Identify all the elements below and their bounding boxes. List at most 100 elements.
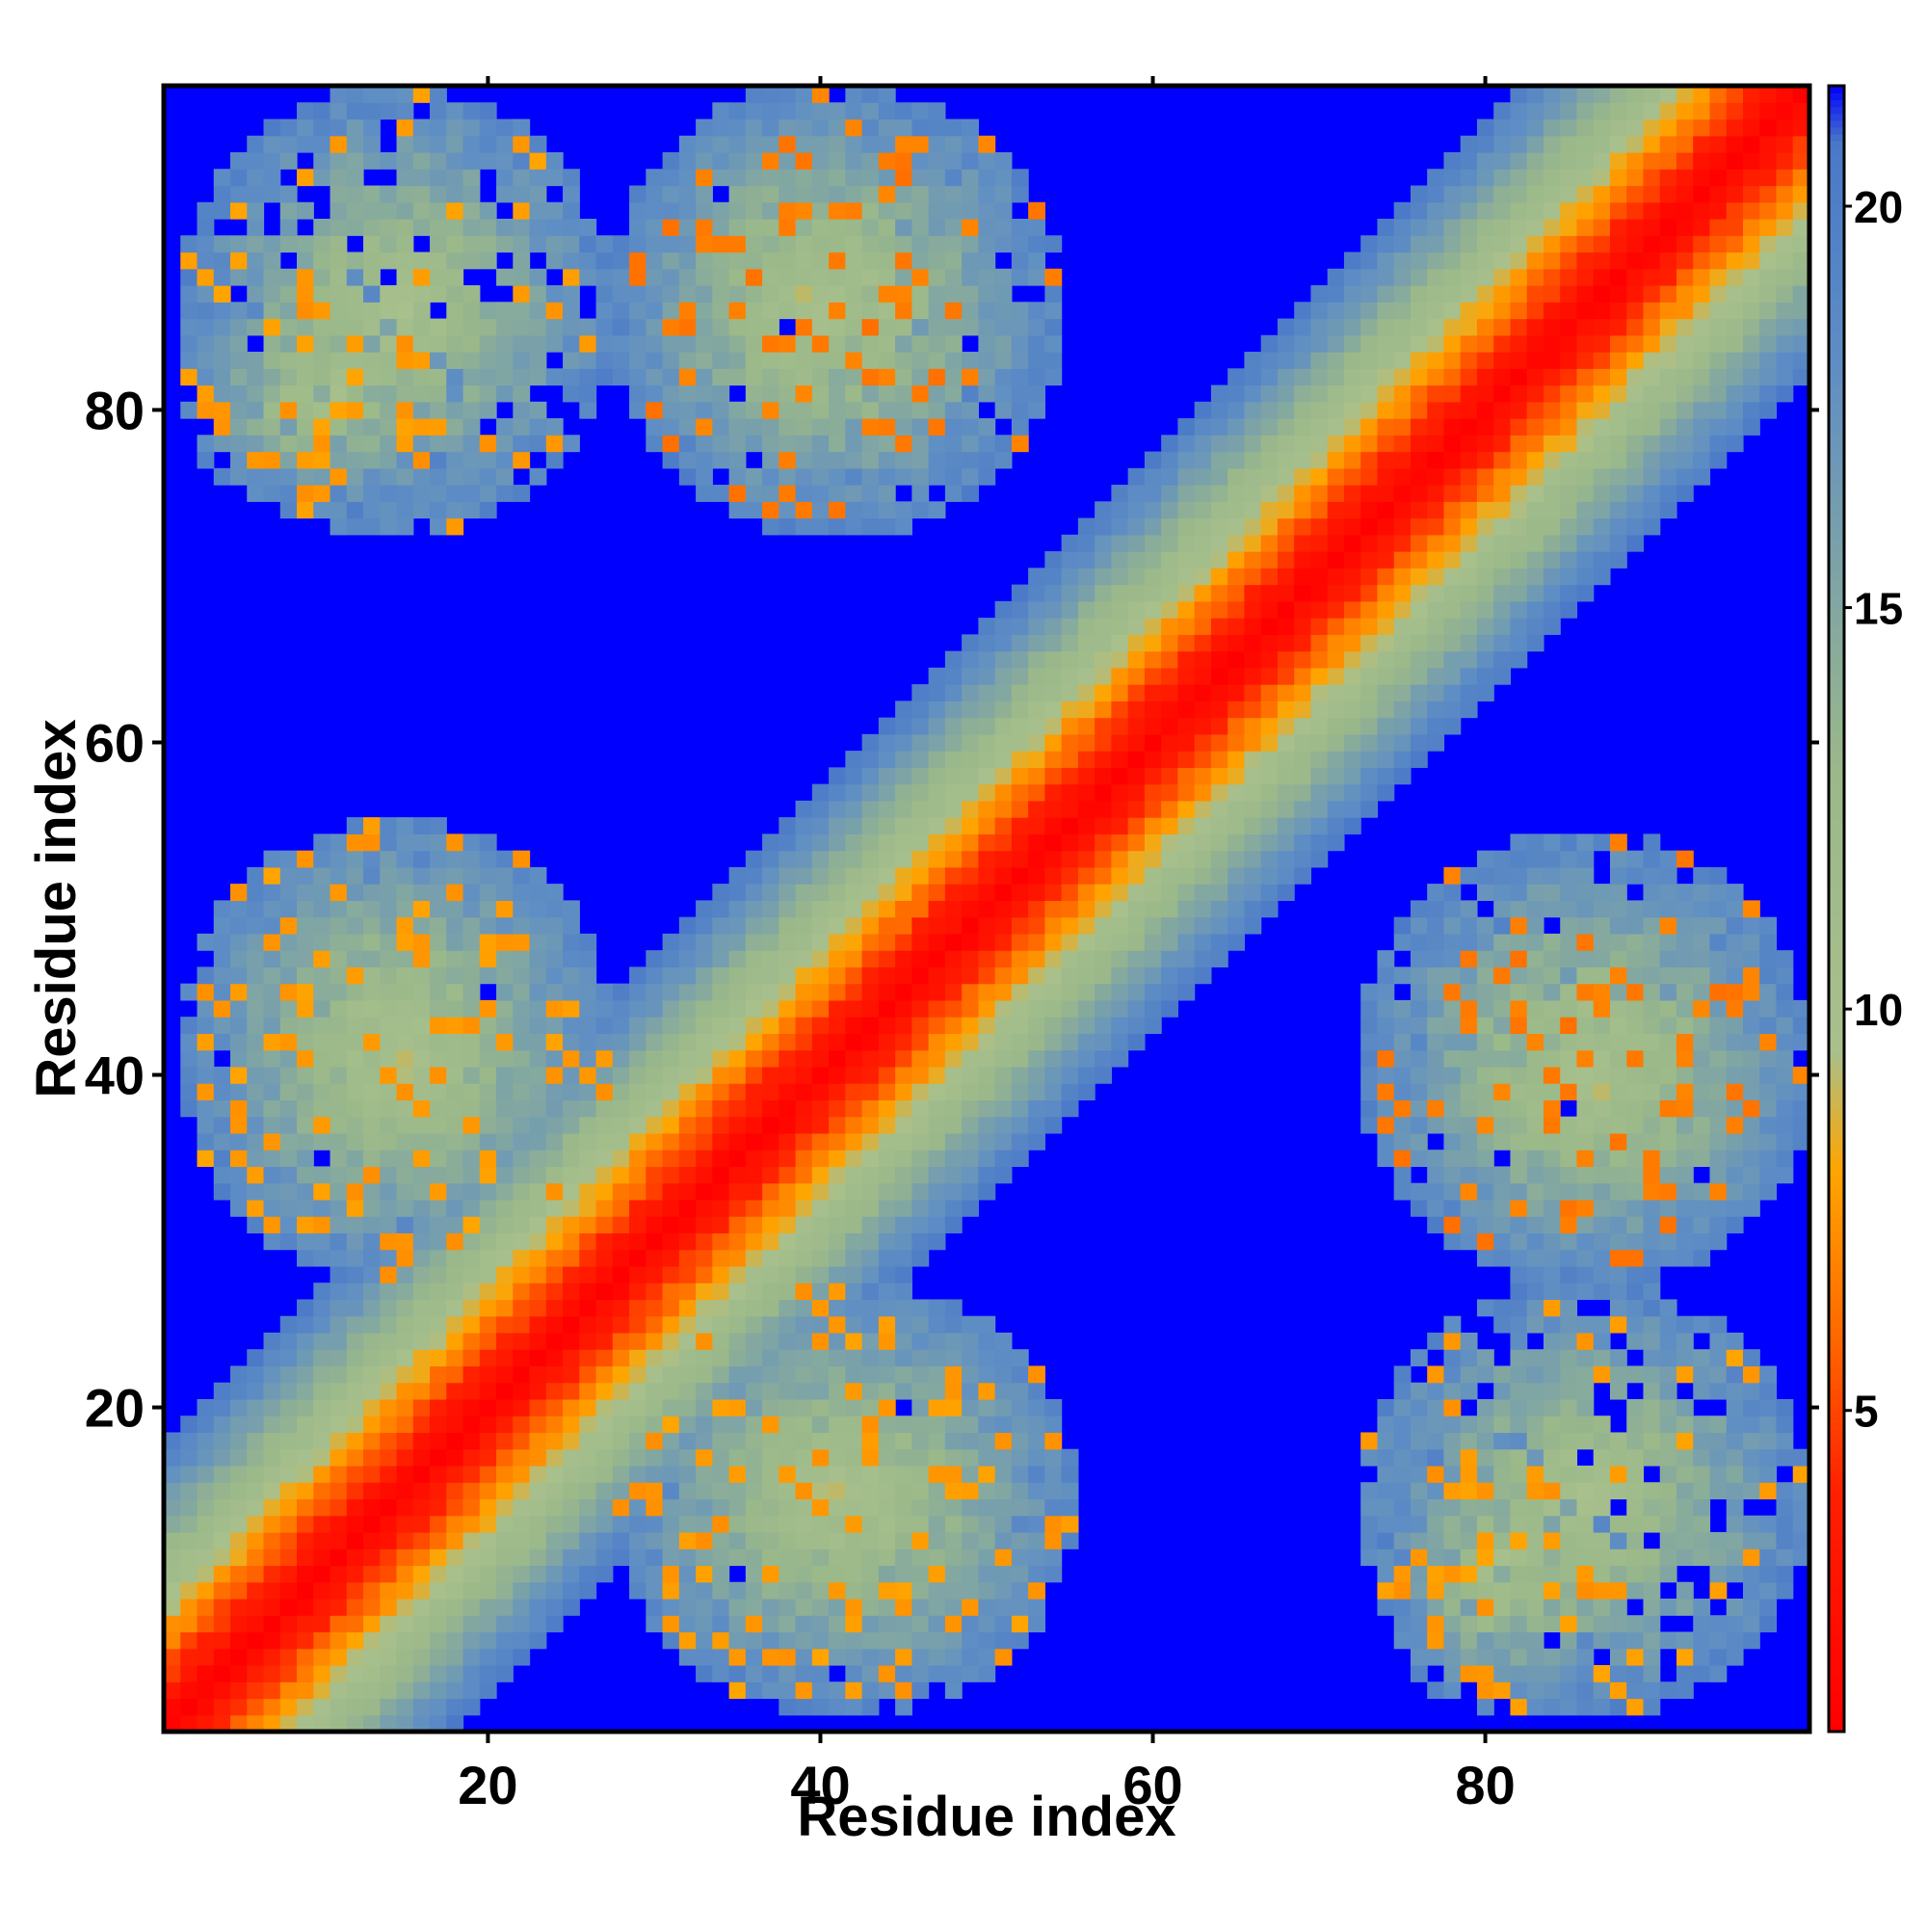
heatmap-cell (563, 933, 580, 951)
heatmap-cell (928, 467, 946, 486)
heatmap-cell (895, 933, 912, 951)
heatmap-cell (1460, 933, 1478, 951)
heatmap-cell (496, 900, 514, 918)
heatmap-cell (944, 1332, 963, 1350)
heatmap-cell (1443, 551, 1462, 569)
heatmap-cell (612, 1349, 630, 1367)
heatmap-cell (1194, 667, 1212, 685)
heatmap-cell (412, 1099, 431, 1118)
heatmap-cell (962, 733, 979, 752)
heatmap-cell (829, 950, 846, 967)
heatmap-cell (944, 717, 963, 735)
heatmap-cell (779, 1216, 797, 1234)
heatmap-cell (396, 1515, 414, 1533)
heatmap-cell (745, 1416, 763, 1434)
heatmap-cell (1493, 1432, 1512, 1450)
heatmap-cell (462, 1166, 481, 1184)
heatmap-cell (313, 1681, 331, 1700)
heatmap-cell (563, 219, 580, 236)
heatmap-cell (1260, 717, 1279, 735)
heatmap-cell (1095, 667, 1112, 685)
heatmap-cell (513, 1498, 531, 1517)
heatmap-cell (346, 900, 364, 918)
heatmap-cell (696, 1083, 713, 1100)
heatmap-cell (678, 1615, 697, 1633)
heatmap-cell (1343, 401, 1361, 419)
heatmap-cell (1277, 600, 1295, 619)
heatmap-cell (994, 733, 1013, 752)
heatmap-cell (1493, 1049, 1512, 1068)
heatmap-cell (363, 1049, 381, 1068)
heatmap-cell (795, 1033, 813, 1051)
heatmap-cell (928, 884, 946, 901)
heatmap-cell (496, 302, 514, 320)
heatmap-cell (978, 285, 996, 303)
heatmap-cell (712, 102, 730, 120)
heatmap-cell (545, 1482, 564, 1500)
heatmap-cell (230, 401, 248, 419)
heatmap-cell (1227, 451, 1246, 469)
heatmap-cell (563, 435, 580, 453)
heatmap-cell (1044, 1099, 1063, 1118)
heatmap-cell (1277, 551, 1295, 569)
heatmap-cell (180, 1698, 198, 1716)
heatmap-cell (845, 467, 863, 486)
heatmap-cell (496, 1315, 514, 1334)
heatmap-cell (944, 1049, 963, 1068)
heatmap-cell (579, 1315, 597, 1334)
heatmap-cell (330, 1398, 348, 1416)
heatmap-cell (662, 1432, 680, 1450)
heatmap-cell (779, 485, 797, 502)
heatmap-cell (895, 1199, 912, 1217)
heatmap-cell (1294, 834, 1312, 852)
heatmap-cell (646, 1531, 664, 1549)
heatmap-cell (1244, 501, 1262, 519)
heatmap-cell (829, 1166, 846, 1184)
heatmap-cell (430, 485, 447, 502)
heatmap-cell (911, 1066, 930, 1084)
heatmap-cell (479, 866, 497, 885)
heatmap-cell (762, 1283, 779, 1301)
heatmap-cell (895, 1315, 912, 1334)
heatmap-cell (1493, 1066, 1512, 1084)
heatmap-cell (313, 884, 331, 901)
heatmap-cell (1227, 900, 1246, 918)
heatmap-cell (646, 219, 664, 236)
heatmap-cell (629, 1033, 647, 1051)
heatmap-cell (1028, 1498, 1045, 1517)
heatmap-cell (1443, 302, 1462, 320)
heatmap-cell (944, 467, 963, 486)
heatmap-cell (1360, 534, 1379, 552)
heatmap-cell (1393, 302, 1412, 320)
heatmap-cell (646, 169, 664, 187)
heatmap-cell (247, 1033, 265, 1051)
heatmap-cell (762, 1598, 779, 1616)
heatmap-cell (845, 368, 863, 386)
heatmap-cell (380, 1283, 398, 1301)
heatmap-cell (545, 1498, 564, 1517)
heatmap-cell (1095, 884, 1112, 901)
heatmap-cell (878, 1598, 896, 1616)
heatmap-cell (829, 185, 846, 203)
heatmap-cell (829, 485, 846, 502)
heatmap-cell (263, 950, 281, 967)
heatmap-cell (545, 1099, 564, 1118)
heatmap-cell (1028, 1615, 1045, 1633)
heatmap-cell (962, 1182, 979, 1201)
heatmap-cell (696, 352, 713, 369)
heatmap-cell (745, 1681, 763, 1700)
heatmap-cell (1210, 866, 1228, 885)
heatmap-cell (247, 1448, 265, 1467)
heatmap-cell (430, 1083, 447, 1100)
heatmap-cell (779, 1232, 797, 1251)
heatmap-cell (1011, 634, 1029, 652)
heatmap-cell (845, 1648, 863, 1666)
heatmap-cell (1427, 701, 1445, 719)
heatmap-cell (895, 401, 912, 419)
heatmap-cell (263, 1598, 281, 1616)
heatmap-cell (1260, 817, 1279, 834)
heatmap-cell (496, 1083, 514, 1100)
heatmap-cell (230, 251, 248, 270)
heatmap-cell (1476, 1631, 1494, 1650)
heatmap-cell (646, 1448, 664, 1467)
